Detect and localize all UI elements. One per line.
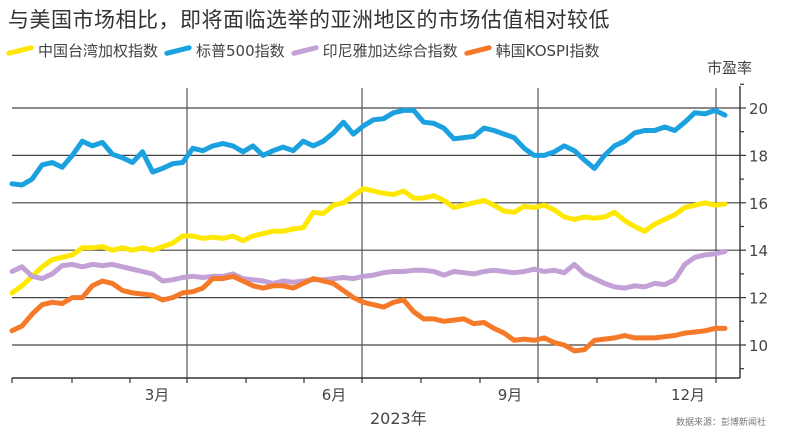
series-line-3 bbox=[9, 273, 728, 354]
legend-item-kospi: 韩国KOSPI指数 bbox=[463, 40, 600, 61]
legend: 中国台湾加权指数 标普500指数 印尼雅加达综合指数 韩国KOSPI指数 bbox=[5, 40, 606, 61]
source-note: 数据来源：彭博新闻社 bbox=[676, 418, 767, 428]
x-ticks: 3月 6月 9月 12月 bbox=[11, 378, 717, 404]
series-line-2 bbox=[9, 248, 728, 291]
y-tick-label-10: 10 bbox=[749, 337, 768, 355]
legend-label-sp500: 标普500指数 bbox=[196, 42, 285, 60]
y-tick-label-16: 16 bbox=[749, 195, 768, 213]
series-lines bbox=[9, 107, 728, 354]
series-line-1 bbox=[9, 107, 728, 188]
legend-label-kospi: 韩国KOSPI指数 bbox=[495, 42, 600, 60]
x-tick-label-2: 9月 bbox=[498, 386, 523, 404]
legend-item-indonesia: 印尼雅加达综合指数 bbox=[290, 40, 458, 61]
x-axis-label: 2023年 bbox=[370, 409, 427, 428]
y-tick-label-12: 12 bbox=[749, 290, 768, 308]
series-line-0 bbox=[9, 186, 728, 296]
legend-label-taiwan: 中国台湾加权指数 bbox=[38, 42, 159, 60]
y-tick-label-20: 20 bbox=[749, 100, 768, 118]
legend-item-sp500: 标普500指数 bbox=[163, 40, 285, 61]
legend-label-indonesia: 印尼雅加达综合指数 bbox=[322, 42, 458, 60]
x-tick-label-3: 12月 bbox=[671, 386, 705, 404]
axes bbox=[12, 86, 741, 379]
x-tick-label-0: 3月 bbox=[145, 386, 170, 404]
x-tick-label-1: 6月 bbox=[322, 386, 347, 404]
chart-title: 与美国市场相比，即将面临选举的亚洲地区的市场估值相对较低 bbox=[8, 8, 610, 32]
y-axis-label: 市盈率 bbox=[707, 59, 753, 77]
y-tick-label-14: 14 bbox=[749, 242, 768, 260]
y-tick-label-18: 18 bbox=[749, 147, 768, 165]
y-ticks: 10 12 14 16 18 20 bbox=[740, 83, 768, 370]
legend-item-taiwan: 中国台湾加权指数 bbox=[5, 40, 159, 61]
